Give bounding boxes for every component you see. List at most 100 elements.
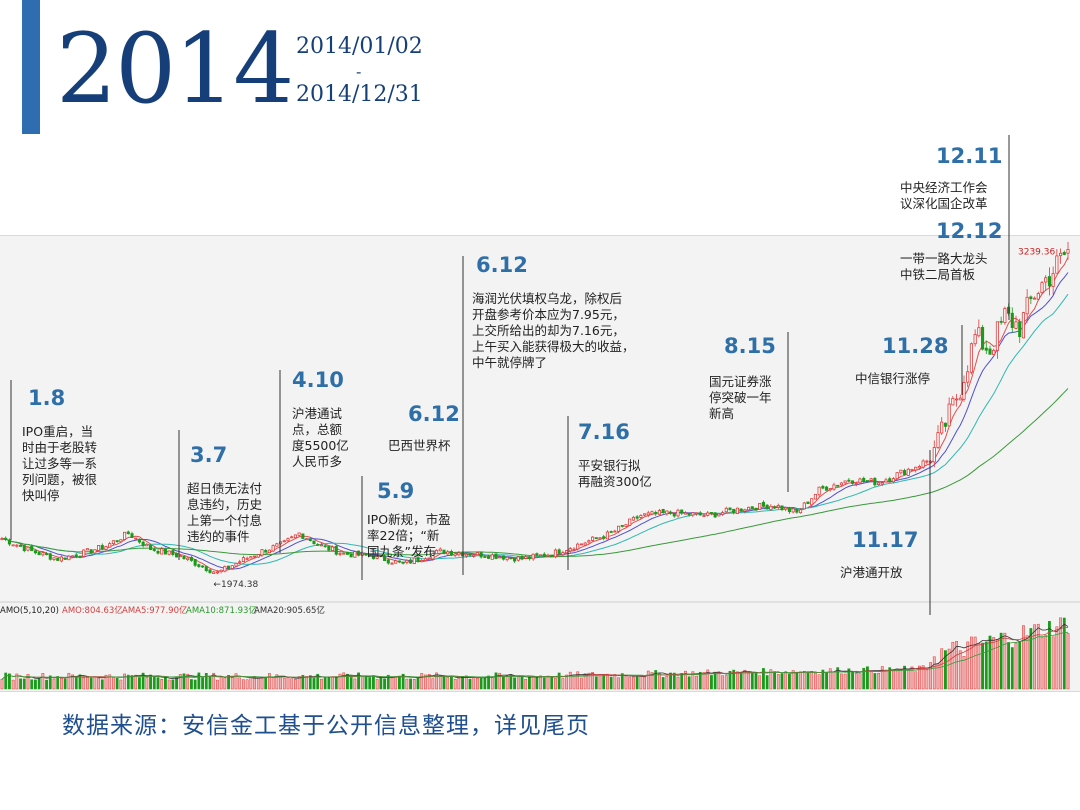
candle-body: [282, 540, 286, 543]
candle-body: [379, 555, 383, 557]
end-date: 2014/12/31: [296, 82, 423, 107]
candle-body: [260, 549, 264, 556]
volume-bar: [791, 670, 795, 690]
candle-body: [698, 512, 702, 516]
volume-bar: [271, 676, 275, 690]
candle-body: [973, 334, 977, 345]
volume-bar: [1007, 642, 1010, 690]
candle-body: [126, 531, 130, 535]
volume-bar: [431, 678, 435, 690]
candle-body: [182, 555, 186, 559]
volume-bar: [204, 672, 208, 690]
candle-body: [383, 555, 387, 562]
volume-bar: [45, 679, 48, 690]
volume-bar: [405, 678, 409, 690]
volume-bar: [877, 672, 880, 690]
candle-body: [977, 327, 981, 337]
candle-body: [438, 548, 442, 552]
volume-bar: [316, 673, 320, 690]
volume-bar: [921, 665, 925, 690]
candle-body: [732, 508, 736, 513]
candle-body: [0, 538, 4, 540]
candle-body: [591, 536, 595, 541]
volume-bar: [847, 668, 851, 690]
volume-bar: [41, 673, 45, 690]
volume-bar: [606, 673, 609, 690]
volume-bar: [424, 674, 427, 690]
candle-body: [63, 557, 67, 560]
candle-body: [1014, 321, 1018, 329]
candle-body: [371, 556, 375, 560]
volume-bar: [869, 671, 873, 690]
candle-body: [527, 556, 531, 559]
volume-bar: [0, 679, 4, 690]
volume-bar: [765, 675, 769, 690]
volume-bar: [86, 677, 89, 690]
candle-body: [754, 507, 758, 511]
volume-bar: [1048, 621, 1051, 690]
volume-bar: [531, 675, 535, 690]
candle-body: [858, 478, 862, 484]
volume-bar: [1033, 624, 1036, 690]
volume-bar: [112, 676, 115, 690]
volume-bar: [372, 675, 375, 690]
volume-bar: [26, 674, 30, 690]
volume-bar: [412, 679, 416, 690]
volume-bar: [134, 674, 138, 690]
volume-bar: [572, 675, 576, 690]
candle-body: [657, 510, 661, 515]
volume-bar: [19, 678, 22, 690]
candle-body: [613, 530, 617, 533]
volume-bar: [724, 675, 728, 690]
candle-body: [468, 553, 472, 556]
annotation-date: 7.16: [578, 420, 630, 444]
candle-body: [962, 382, 966, 400]
candle-body: [713, 512, 717, 518]
candle-body: [605, 531, 609, 540]
volume-bar: [598, 675, 602, 690]
volume-bar: [37, 678, 41, 690]
volume-bar: [22, 678, 26, 690]
volume-bar: [580, 677, 583, 690]
volume-bar: [639, 676, 643, 690]
candle-body: [561, 552, 565, 556]
volume-bar: [535, 676, 539, 690]
volume-bar: [435, 672, 438, 690]
volume-bar: [676, 676, 680, 690]
volume-bar: [476, 677, 479, 690]
volume-bar: [762, 668, 765, 690]
date-separator: -: [356, 62, 362, 81]
volume-bar: [461, 676, 464, 690]
candle-body: [524, 556, 528, 559]
candle-body: [828, 488, 832, 491]
volume-bar: [988, 635, 992, 690]
candle-body: [37, 551, 41, 556]
candle-body: [992, 349, 996, 355]
volume-bar: [632, 676, 635, 690]
candle-body: [598, 537, 602, 540]
candle-body: [420, 560, 424, 563]
volume-bar: [360, 676, 364, 690]
volume-bar: [810, 671, 814, 690]
candle-body: [984, 347, 988, 351]
candle-body: [394, 560, 398, 564]
volume-bar: [802, 671, 806, 690]
volume-bar: [832, 671, 836, 690]
candle-body: [995, 321, 999, 351]
volume-bar: [799, 671, 802, 690]
candle-body: [635, 516, 639, 519]
volume-bar: [929, 662, 932, 690]
candle-body: [1062, 252, 1066, 255]
volume-bar: [219, 676, 223, 690]
candle-body: [832, 484, 836, 490]
volume-bar: [706, 669, 710, 690]
volume-bar: [8, 673, 11, 690]
candle-body: [702, 515, 706, 517]
volume-bar: [286, 677, 290, 690]
candle-body: [836, 484, 840, 487]
candle-body: [676, 509, 680, 517]
volume-bar: [691, 671, 695, 690]
volume-bar: [357, 672, 360, 690]
candle-body: [189, 556, 193, 561]
candle-body: [969, 343, 973, 373]
